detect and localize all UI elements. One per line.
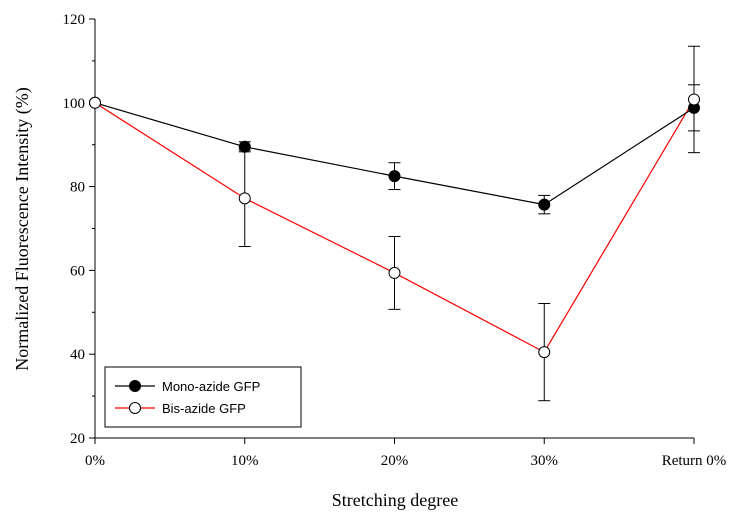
data-point-bis-azide-gfp <box>238 192 251 205</box>
y-tick-label: 40 <box>70 347 85 363</box>
data-point-mono-azide-gfp <box>538 198 551 211</box>
legend-label-mono-azide-gfp: Mono-azide GFP <box>162 379 260 394</box>
x-tick-label: 30% <box>531 453 559 469</box>
data-point-bis-azide-gfp <box>89 96 101 109</box>
legend-marker-mono-azide-gfp <box>129 380 141 392</box>
y-axis-title: Normalized Fluorescence Intensity (%) <box>12 87 33 370</box>
x-tick-label: 0% <box>85 453 105 469</box>
legend-label-bis-azide-gfp: Bis-azide GFP <box>162 401 246 416</box>
x-tick-label: 10% <box>231 453 259 469</box>
data-point-bis-azide-gfp <box>388 266 401 279</box>
series-line-bis-azide-gfp <box>94 99 695 353</box>
data-point-mono-azide-gfp <box>388 170 401 183</box>
data-point-mono-azide-gfp <box>238 140 251 153</box>
axes: 20 40 60 80 100 120 0% 10% 20% 30% Return 0% <box>63 12 727 469</box>
x-tick-label: 20% <box>381 453 409 469</box>
y-tick-label: 100 <box>63 96 86 112</box>
series-lines <box>94 99 695 353</box>
x-tick-label: Return 0% <box>662 453 727 469</box>
y-tick-label: 80 <box>70 180 85 196</box>
legend-marker-bis-azide-gfp <box>129 402 141 414</box>
series-markers <box>89 93 700 359</box>
legend: Mono-azide GFP Bis-azide GFP <box>104 366 302 428</box>
legend-box <box>104 366 302 428</box>
data-point-bis-azide-gfp <box>538 346 551 359</box>
x-axis-title: Stretching degree <box>332 490 458 510</box>
y-tick-label: 120 <box>63 12 86 28</box>
y-tick-label: 60 <box>70 263 85 279</box>
error-bars <box>238 45 700 402</box>
y-tick-label: 20 <box>70 431 85 447</box>
data-point-bis-azide-gfp <box>688 93 700 106</box>
